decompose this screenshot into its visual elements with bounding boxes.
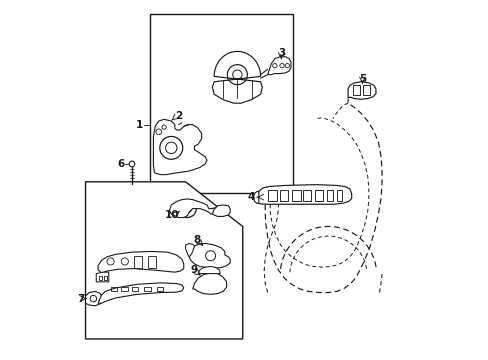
Polygon shape — [98, 251, 183, 273]
Polygon shape — [198, 266, 220, 274]
Bar — [291, 190, 300, 202]
Polygon shape — [267, 57, 290, 75]
Bar — [336, 190, 342, 202]
Bar — [144, 287, 151, 292]
Bar — [103, 276, 107, 280]
Polygon shape — [185, 244, 194, 257]
Text: 8: 8 — [193, 235, 201, 245]
Text: 7: 7 — [77, 294, 84, 303]
Text: 9: 9 — [190, 265, 197, 275]
Bar — [121, 287, 127, 292]
Polygon shape — [189, 244, 230, 268]
Bar — [110, 287, 117, 292]
Text: 10: 10 — [165, 210, 179, 220]
Bar — [326, 190, 332, 202]
Bar — [303, 190, 311, 202]
Bar — [157, 287, 163, 292]
Polygon shape — [212, 51, 262, 103]
Polygon shape — [257, 185, 351, 204]
Text: 3: 3 — [278, 48, 285, 58]
Text: 2: 2 — [174, 111, 182, 121]
Polygon shape — [153, 119, 206, 175]
Polygon shape — [169, 199, 221, 217]
Bar — [134, 256, 142, 267]
Bar — [99, 276, 102, 280]
Text: 6: 6 — [118, 159, 124, 169]
Bar — [267, 190, 276, 202]
Bar — [363, 85, 369, 95]
Polygon shape — [85, 182, 242, 339]
Text: 4: 4 — [246, 192, 254, 202]
Text: 5: 5 — [358, 73, 365, 84]
Polygon shape — [192, 273, 226, 294]
Text: 1: 1 — [135, 120, 142, 130]
Polygon shape — [253, 192, 258, 203]
Bar — [353, 85, 359, 95]
Polygon shape — [96, 272, 108, 282]
Bar — [279, 190, 288, 202]
Bar — [148, 256, 156, 267]
Bar — [315, 190, 323, 202]
Polygon shape — [347, 82, 375, 99]
Polygon shape — [85, 292, 102, 306]
Polygon shape — [212, 205, 230, 216]
Bar — [149, 14, 292, 193]
Polygon shape — [98, 283, 183, 303]
Bar — [132, 287, 138, 292]
